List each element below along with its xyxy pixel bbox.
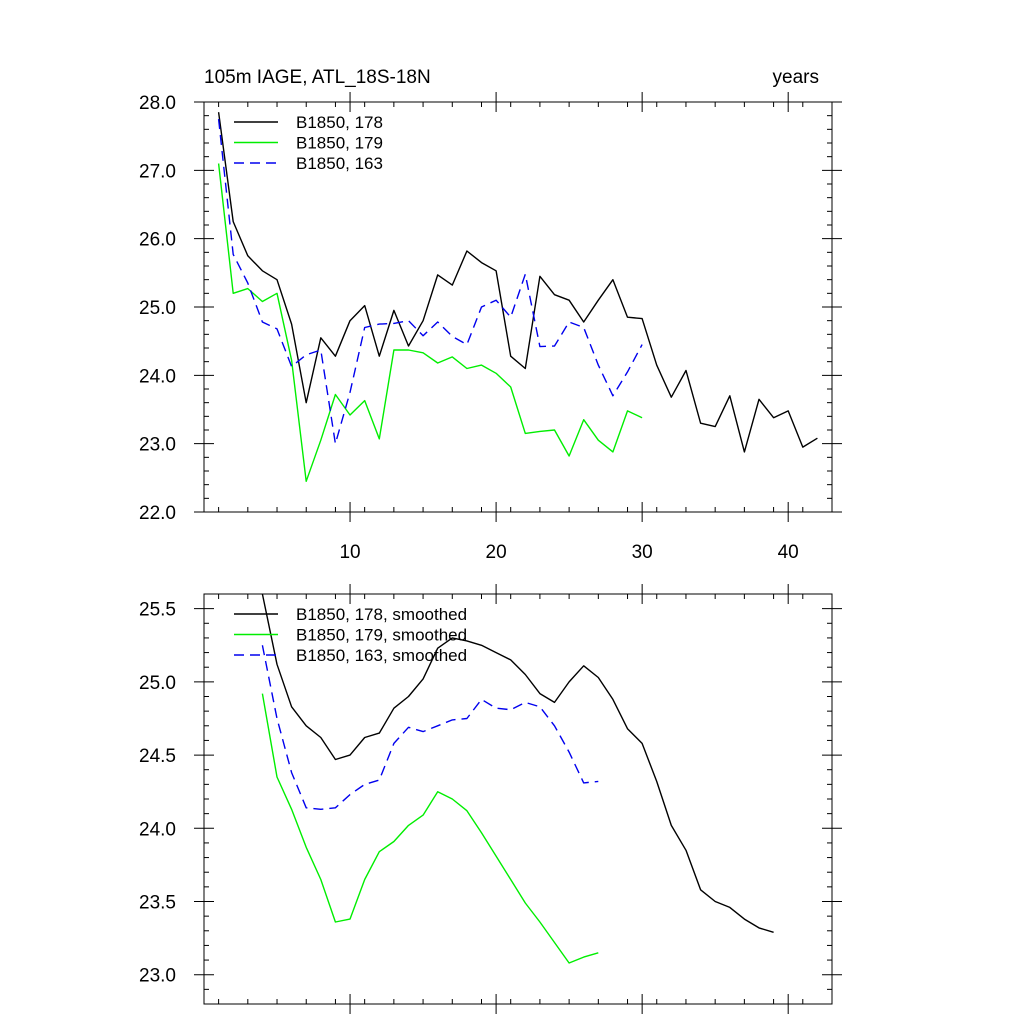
legend-entry: B1850, 163 xyxy=(296,154,383,173)
series-line xyxy=(261,593,774,933)
y-tick-label: 28.0 xyxy=(139,93,176,114)
x-tick-label: 20 xyxy=(486,542,507,563)
legend-entry: B1850, 178 xyxy=(296,113,383,132)
y-tick-label: 23.0 xyxy=(139,966,176,987)
series-line xyxy=(217,119,643,445)
legend-entry: B1850, 179, smoothed xyxy=(296,626,467,645)
y-tick-label: 27.0 xyxy=(139,161,176,182)
y-tick-label: 23.0 xyxy=(139,435,176,456)
y-tick-label: 24.0 xyxy=(139,366,176,387)
y-tick-label: 26.0 xyxy=(139,230,176,251)
y-tick-label: 22.0 xyxy=(139,503,176,524)
y-tick-label: 24.0 xyxy=(139,819,176,840)
top-panel: 105m IAGE, ATL_18S-18N years 10 20 30 40 22.… xyxy=(139,67,842,563)
series-line xyxy=(217,163,643,482)
y-tick-label: 25.0 xyxy=(139,298,176,319)
y-tick-label: 23.5 xyxy=(139,893,176,914)
chart-title-right: years xyxy=(773,67,819,88)
y-tick-label: 25.0 xyxy=(139,673,176,694)
legend-entry: B1850, 179 xyxy=(296,134,383,153)
series-line xyxy=(217,112,818,453)
legend-entry: B1850, 178, smoothed xyxy=(296,605,467,624)
y-tick-label: 25.5 xyxy=(139,600,176,621)
x-tick-label: 10 xyxy=(339,542,360,563)
x-tick-label: 30 xyxy=(632,542,653,563)
chart-title-left: 105m IAGE, ATL_18S-18N xyxy=(204,67,431,88)
legend-entry: B1850, 163, smoothed xyxy=(296,646,467,665)
series-line xyxy=(261,693,599,964)
bottom-panel: 23.0 23.5 24.0 24.5 25.0 25.5 B1850, 178, smoo… xyxy=(139,584,842,1014)
series-line xyxy=(261,645,599,810)
y-tick-label: 24.5 xyxy=(139,746,176,767)
x-tick-label: 40 xyxy=(778,542,799,563)
